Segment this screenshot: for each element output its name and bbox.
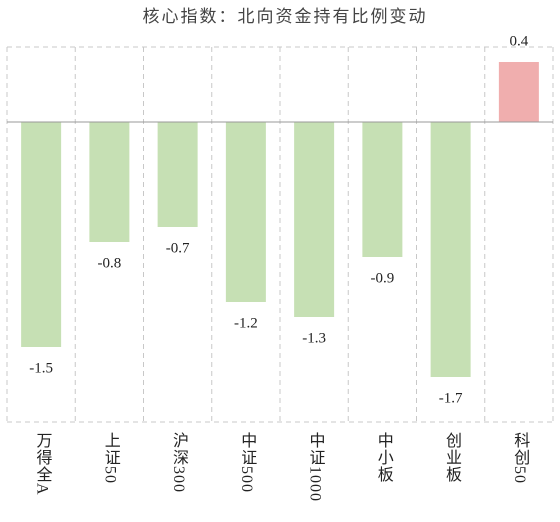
bar: [225, 122, 266, 302]
data-label: -1.5: [29, 360, 53, 376]
chart-title: 核心指数：北向资金持有比例变动: [143, 7, 428, 26]
x-tick-label: 科创50: [511, 432, 530, 484]
bar: [430, 122, 471, 377]
x-tick-label: 沪深300: [170, 432, 189, 493]
bar: [498, 62, 539, 122]
data-label: -0.8: [98, 255, 122, 271]
data-label: -0.9: [371, 270, 395, 286]
x-tick-label: 万得全A: [33, 432, 52, 496]
x-tick-label: 中证1000: [306, 432, 325, 502]
x-tick-label: 中证500: [238, 432, 257, 493]
data-label: -1.3: [302, 330, 326, 346]
bar: [294, 122, 335, 317]
x-tick-label: 创业板: [443, 432, 462, 483]
bar: [362, 122, 403, 257]
data-label: 0.4: [510, 33, 529, 49]
x-tick-label: 中小板: [375, 432, 394, 483]
data-label: -1.7: [439, 390, 463, 406]
x-tick-label: 上证50: [102, 432, 121, 484]
bar: [89, 122, 130, 242]
bar: [157, 122, 198, 227]
data-label: -1.2: [234, 315, 258, 331]
data-label: -0.7: [166, 240, 190, 256]
bar: [21, 122, 62, 347]
